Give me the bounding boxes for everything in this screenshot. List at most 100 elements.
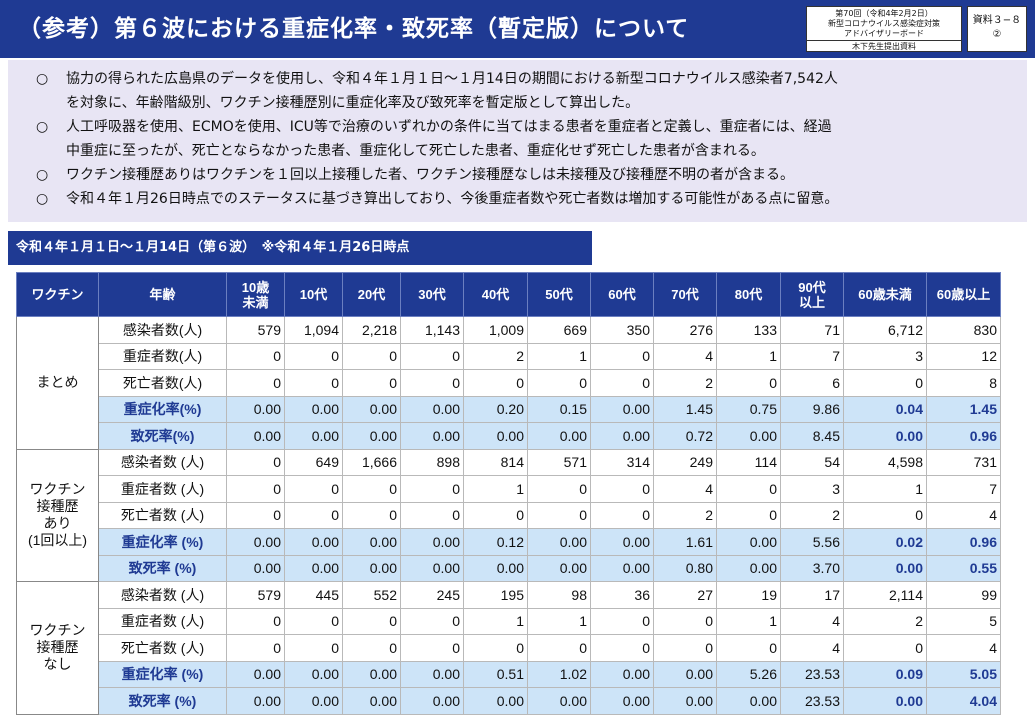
row-label: 死亡者数 (人) [98,634,227,662]
table-cell: 0 [527,475,591,503]
table-cell: 0 [463,369,528,397]
table-cell: 8.45 [780,422,844,450]
note-item: ○ 協力の得られた広島県のデータを使用し、令和４年１月１日～１月14日の期間におけ… [36,67,1027,115]
table-cell: 0 [590,475,654,503]
table-cell: 0 [400,475,464,503]
table-cell: 0.00 [843,687,927,715]
table-cell: 0 [716,369,781,397]
table-row: ワクチン 接種歴 あり (1回以上) 感染者数 (人) 0 649 1,666 898 81… [16,448,1001,582]
table-header-row: ワクチン 年齢 10歳 未満 10代 20代 30代 40代 50代 60代 70代 80代 90代 … [16,272,1001,317]
table-cell: 0.00 [400,422,464,450]
table-cell: 0.09 [843,660,927,688]
table-cell: 0 [716,475,781,503]
table-cell: 23.53 [780,687,844,715]
source-note: 木下先生提出資料 [852,42,916,51]
table-row: 死亡者数(人) 0 0 0 0 0 0 0 2 0 6 0 8 [17,369,1001,397]
bullet-mark: ○ [36,71,49,87]
row-label: 重症者数 (人) [98,607,227,635]
table-cell: 0.12 [463,528,528,556]
table-cell: 0 [342,634,401,662]
column-header: 10歳 未満 [226,272,285,317]
page-title: （参考）第６波における重症化率・致死率（暫定版）について [18,16,690,42]
table-cell: 1 [716,607,781,635]
table-cell: 552 [342,581,401,609]
column-header: 80代 [716,272,781,317]
table-cell: 5.26 [716,660,781,688]
table-row: 重症化率 (%) 0.00 0.00 0.00 0.00 0.51 1.02 0.00 0.00… [17,660,1001,688]
table-cell: 0 [226,448,285,476]
table-cell: 27 [653,581,717,609]
table-cell: 1,143 [400,316,464,344]
note-text: 協力の得られた広島県のデータを使用し、令和４年１月１日～１月14日の期間における… [66,71,838,87]
table-cell: 0.00 [590,528,654,556]
table-cell: 0.00 [342,660,401,688]
table-cell: 0.00 [342,687,401,715]
table-cell: 71 [780,316,844,344]
table-cell: 0.00 [527,687,591,715]
table-cell: 0 [342,501,401,529]
table-cell: 0.00 [400,395,464,423]
table-cell: 17 [780,581,844,609]
table-cell: 0 [843,634,927,662]
table-row: 重症者数 (人) 0 0 0 0 1 1 0 0 1 4 2 5 [17,607,1001,635]
table-cell: 2 [780,501,844,529]
table-cell: 0 [590,501,654,529]
row-label: 重症者数 (人) [98,475,227,503]
table-cell: 0.00 [226,687,285,715]
table-cell: 2 [843,607,927,635]
table-cell: 0.20 [463,395,528,423]
table-cell: 7 [926,475,1001,503]
table-cell: 0.00 [400,660,464,688]
table-cell: 1.61 [653,528,717,556]
table-cell: 731 [926,448,1001,476]
table-cell: 0 [527,501,591,529]
column-header: 30代 [400,272,464,317]
meeting-info-line: アドバイザリーボード [844,29,924,38]
table-cell: 0.15 [527,395,591,423]
table-cell: 0 [527,369,591,397]
table-cell: 0.00 [527,528,591,556]
note-text: 中重症に至ったが、死亡とならなかった患者、重症化して死亡した患者、重症化せず死亡… [66,143,765,159]
row-label: 感染者数 (人) [98,448,227,476]
table-cell: 245 [400,581,464,609]
table-cell: 445 [284,581,343,609]
table-row: ワクチン 接種歴 なし 感染者数 (人) 579 445 552 245 195 98 36 27… [16,581,1001,715]
column-header: 90代 以上 [780,272,844,317]
table-cell: 0.00 [653,660,717,688]
table-cell: 0 [716,501,781,529]
table-cell: 249 [653,448,717,476]
table-cell: 579 [226,581,285,609]
table-cell: 2 [463,342,528,370]
table-cell: 1 [716,342,781,370]
table-cell: 0.00 [284,395,343,423]
table-cell: 2,218 [342,316,401,344]
row-label: 感染者数(人) [98,316,227,344]
table-cell: 0.00 [284,528,343,556]
table-cell: 0.96 [926,422,1001,450]
table-cell: 0.80 [653,554,717,582]
table-row: 重症化率 (%) 0.00 0.00 0.00 0.00 0.12 0.00 0.00 1.61… [17,528,1001,556]
table-cell: 0 [226,342,285,370]
table-cell: 0.00 [590,660,654,688]
table-cell: 6 [780,369,844,397]
table-cell: 36 [590,581,654,609]
table-cell: 0 [284,342,343,370]
table-cell: 1,094 [284,316,343,344]
table-cell: 0.00 [226,554,285,582]
table-cell: 0.00 [590,687,654,715]
table-cell: 2,114 [843,581,927,609]
table-cell: 314 [590,448,654,476]
table-cell: 0 [284,475,343,503]
row-label: 死亡者数(人) [98,369,227,397]
document-id: 資料３−８ [972,15,1022,26]
row-label: 致死率(%) [98,422,227,450]
note-text: ワクチン接種歴ありはワクチンを１回以上接種した者、ワクチン接種歴なしは未接種及び… [66,167,794,183]
severity-table: ワクチン 年齢 10歳 未満 10代 20代 30代 40代 50代 60代 70代 80代 90代 … [16,272,1001,715]
period-header: 令和４年１月１日～１月14日（第６波） ※令和４年１月26日時点 [8,231,592,265]
table-cell: 0 [284,369,343,397]
row-label: 死亡者数 (人) [98,501,227,529]
table-cell: 0.00 [590,554,654,582]
table-cell: 0 [400,501,464,529]
column-header: 50代 [527,272,591,317]
table-cell: 350 [590,316,654,344]
